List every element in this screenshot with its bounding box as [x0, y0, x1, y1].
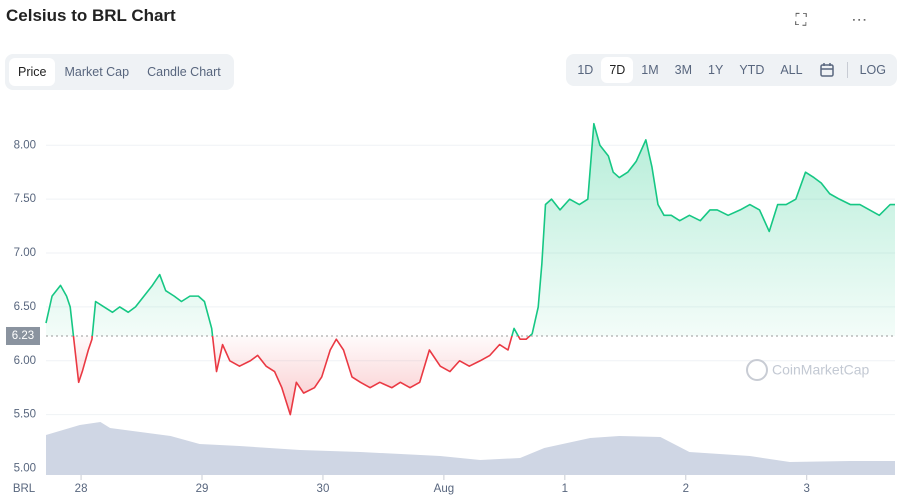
chart-tabs: Price Market Cap Candle Chart: [5, 54, 234, 90]
separator: [846, 62, 848, 78]
range-buttons: 1D 7D 1M 3M 1Y YTD ALL LOG: [566, 54, 897, 86]
x-tick-label: 2: [683, 483, 689, 495]
y-tick-label: 8.00: [14, 139, 36, 151]
x-tick-label: 29: [196, 483, 209, 495]
tab[interactable]: Market Cap: [64, 65, 130, 79]
range[interactable]: ALL: [780, 63, 803, 77]
y-tick-label: 7.50: [14, 193, 36, 205]
x-tick-label: 28: [75, 483, 88, 495]
range[interactable]: 1M: [641, 63, 659, 77]
price-line: [45, 122, 895, 416]
calendar-icon: [819, 63, 834, 77]
range[interactable]: 1D: [577, 63, 594, 77]
y-tick-label: 6.50: [14, 301, 36, 313]
price-area: [46, 123, 895, 415]
range[interactable]: 1Y: [708, 63, 724, 77]
volume-area: [46, 422, 895, 475]
y-tick-label: 5.50: [14, 409, 36, 421]
tab[interactable]: Price: [9, 58, 56, 86]
y-tick-label: 5.00: [14, 463, 36, 475]
baseline-label-box: [6, 326, 40, 345]
calendar[interactable]: [811, 56, 843, 84]
range[interactable]: 7D: [601, 57, 634, 83]
log-button[interactable]: LOG: [859, 63, 886, 77]
chart-title: Celsius to BRL Chart: [6, 6, 176, 25]
x-tick-label: 3: [804, 483, 810, 495]
range[interactable]: 3M: [674, 63, 693, 77]
range[interactable]: YTD: [739, 63, 765, 77]
currency-label: BRL: [13, 483, 36, 495]
x-tick-label: 30: [317, 483, 330, 495]
watermark: CoinMarketCap: [772, 362, 869, 378]
watermark-logo: [746, 359, 768, 381]
x-tick-label: 1: [562, 483, 568, 495]
baseline-label: 6.23: [12, 330, 34, 342]
tab[interactable]: Candle Chart: [147, 65, 221, 79]
y-tick-label: 7.00: [14, 247, 36, 259]
y-tick-label: 6.00: [14, 355, 36, 367]
x-tick-label: Aug: [434, 483, 454, 495]
toolbar-icons[interactable]: ⛶ ⋯: [795, 12, 887, 29]
